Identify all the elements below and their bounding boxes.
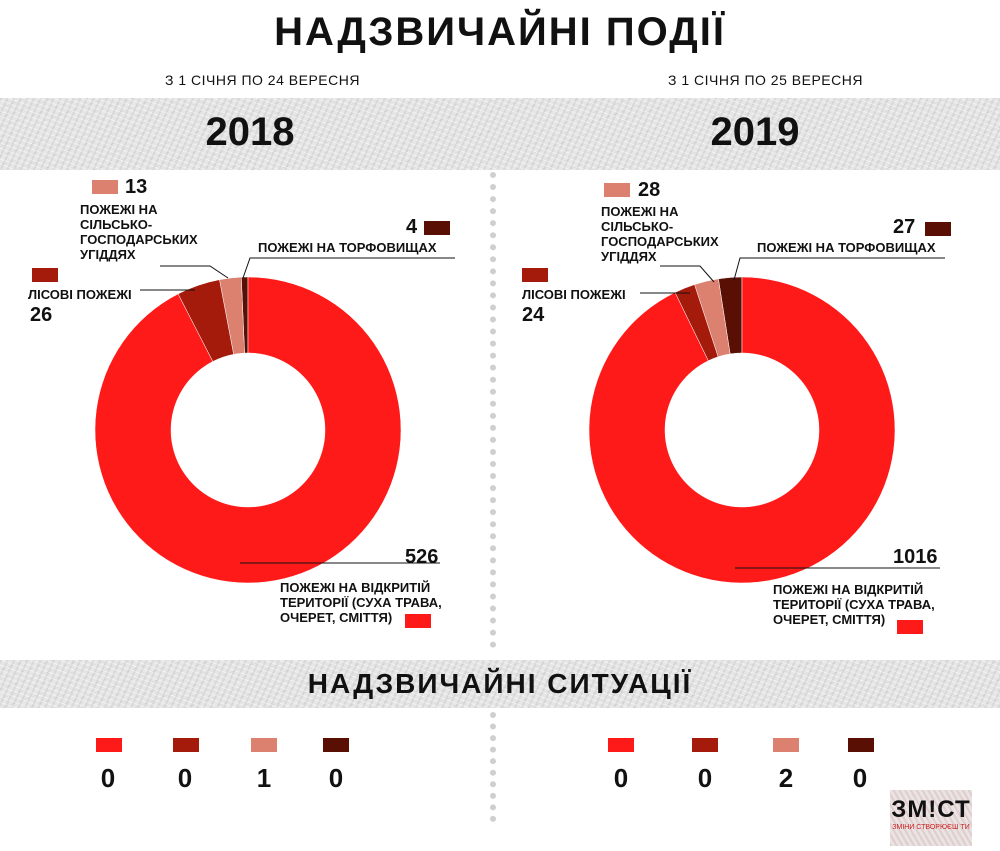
- value-forest-2018: 26: [30, 304, 53, 326]
- label-forest-2018: ЛІСОВІ ПОЖЕЖІ: [28, 287, 132, 302]
- legend-swatch-peat-2019: [925, 222, 951, 236]
- slice-forest-2019: [674, 284, 719, 362]
- legend-swatch-forest-2019: [522, 268, 548, 282]
- value-agri-2019: 28: [638, 179, 661, 201]
- situation-swatch-peat-2019: [848, 738, 874, 752]
- legend-swatch-forest-2018: [32, 268, 58, 282]
- situation-value-forest-2019: 0: [697, 763, 713, 793]
- situation-swatch-agri-2018: [251, 738, 277, 752]
- label-agri-2018: ПОЖЕЖІ НА СІЛЬСЬКО-ГОСПОДАРСЬКИХ УГІДДЯХ: [80, 202, 198, 262]
- situation-swatch-open-2018: [96, 738, 122, 752]
- page-title: НАДЗВИЧАЙНІ ПОДІЇ: [274, 10, 726, 54]
- logo-tagline: ЗМІНИ СТВОРЮЄШ ТИ: [892, 824, 970, 831]
- column-divider-bottom: [490, 712, 496, 822]
- situation-swatch-peat-2018: [323, 738, 349, 752]
- year-band: [0, 98, 1000, 170]
- leader-line-agri-2019: [660, 265, 715, 283]
- situation-swatch-open-2019: [608, 738, 634, 752]
- legend-swatch-open-2019: [897, 620, 923, 634]
- situations-band: [0, 660, 1000, 708]
- label-agri-2019: ПОЖЕЖІ НА СІЛЬСЬКО-ГОСПОДАРСЬКИХ УГІДДЯХ: [601, 204, 719, 264]
- year-2019-label: 2019: [710, 110, 800, 154]
- slice-open-2019: [588, 276, 896, 584]
- leader-line-peat-2019: [733, 257, 945, 281]
- legend-swatch-agri-2018: [92, 180, 118, 194]
- situation-swatch-forest-2019: [692, 738, 718, 752]
- value-open-2019: 1016: [893, 546, 938, 568]
- value-peat-2018: 4: [406, 216, 418, 238]
- value-peat-2019: 27: [893, 216, 916, 238]
- value-forest-2019: 24: [522, 304, 545, 326]
- label-forest-2019: ЛІСОВІ ПОЖЕЖІ: [522, 287, 626, 302]
- legend-swatch-agri-2019: [604, 183, 630, 197]
- situation-swatch-agri-2019: [773, 738, 799, 752]
- label-open-2018: ПОЖЕЖІ НА ВІДКРИТІЙ ТЕРИТОРІЇ (СУХА ТРАВ…: [280, 580, 442, 625]
- situation-value-agri-2018: 1: [256, 763, 272, 793]
- zmist-logo: ЗМ!СТ ЗМІНИ СТВОРЮЄШ ТИ: [890, 790, 972, 846]
- leader-line-peat-2018: [242, 257, 455, 279]
- value-agri-2018: 13: [125, 176, 148, 198]
- slice-open-2018: [94, 276, 402, 584]
- situation-value-peat-2018: 0: [328, 763, 344, 793]
- label-peat-2019: ПОЖЕЖІ НА ТОРФОВИЩАХ: [757, 240, 936, 255]
- value-open-2018: 526: [405, 546, 439, 568]
- logo-wordmark: ЗМ!СТ: [891, 796, 971, 823]
- label-open-2019: ПОЖЕЖІ НА ВІДКРИТІЙ ТЕРИТОРІЇ (СУХА ТРАВ…: [773, 582, 935, 627]
- situation-swatch-forest-2018: [173, 738, 199, 752]
- column-divider: [490, 172, 496, 648]
- situation-value-open-2018: 0: [100, 763, 116, 793]
- situation-value-peat-2019: 0: [852, 763, 868, 793]
- label-peat-2018: ПОЖЕЖІ НА ТОРФОВИЩАХ: [258, 240, 437, 255]
- leader-line-agri-2018: [160, 265, 229, 279]
- period-2019: З 1 СІЧНЯ ПО 25 ВЕРЕСНЯ: [668, 72, 863, 88]
- slice-agri-2019: [694, 278, 731, 358]
- situation-value-forest-2018: 0: [177, 763, 193, 793]
- period-2018: З 1 СІЧНЯ ПО 24 ВЕРЕСНЯ: [165, 72, 360, 88]
- slice-agri-2018: [219, 276, 245, 355]
- legend-swatch-peat-2018: [424, 221, 450, 235]
- slice-forest-2018: [177, 279, 234, 362]
- legend-swatch-open-2018: [405, 614, 431, 628]
- year-2018-label: 2018: [205, 110, 295, 154]
- situation-value-open-2019: 0: [613, 763, 629, 793]
- situation-value-agri-2019: 2: [778, 763, 794, 793]
- situations-title: НАДЗВИЧАЙНІ СИТУАЦІЇ: [307, 668, 693, 699]
